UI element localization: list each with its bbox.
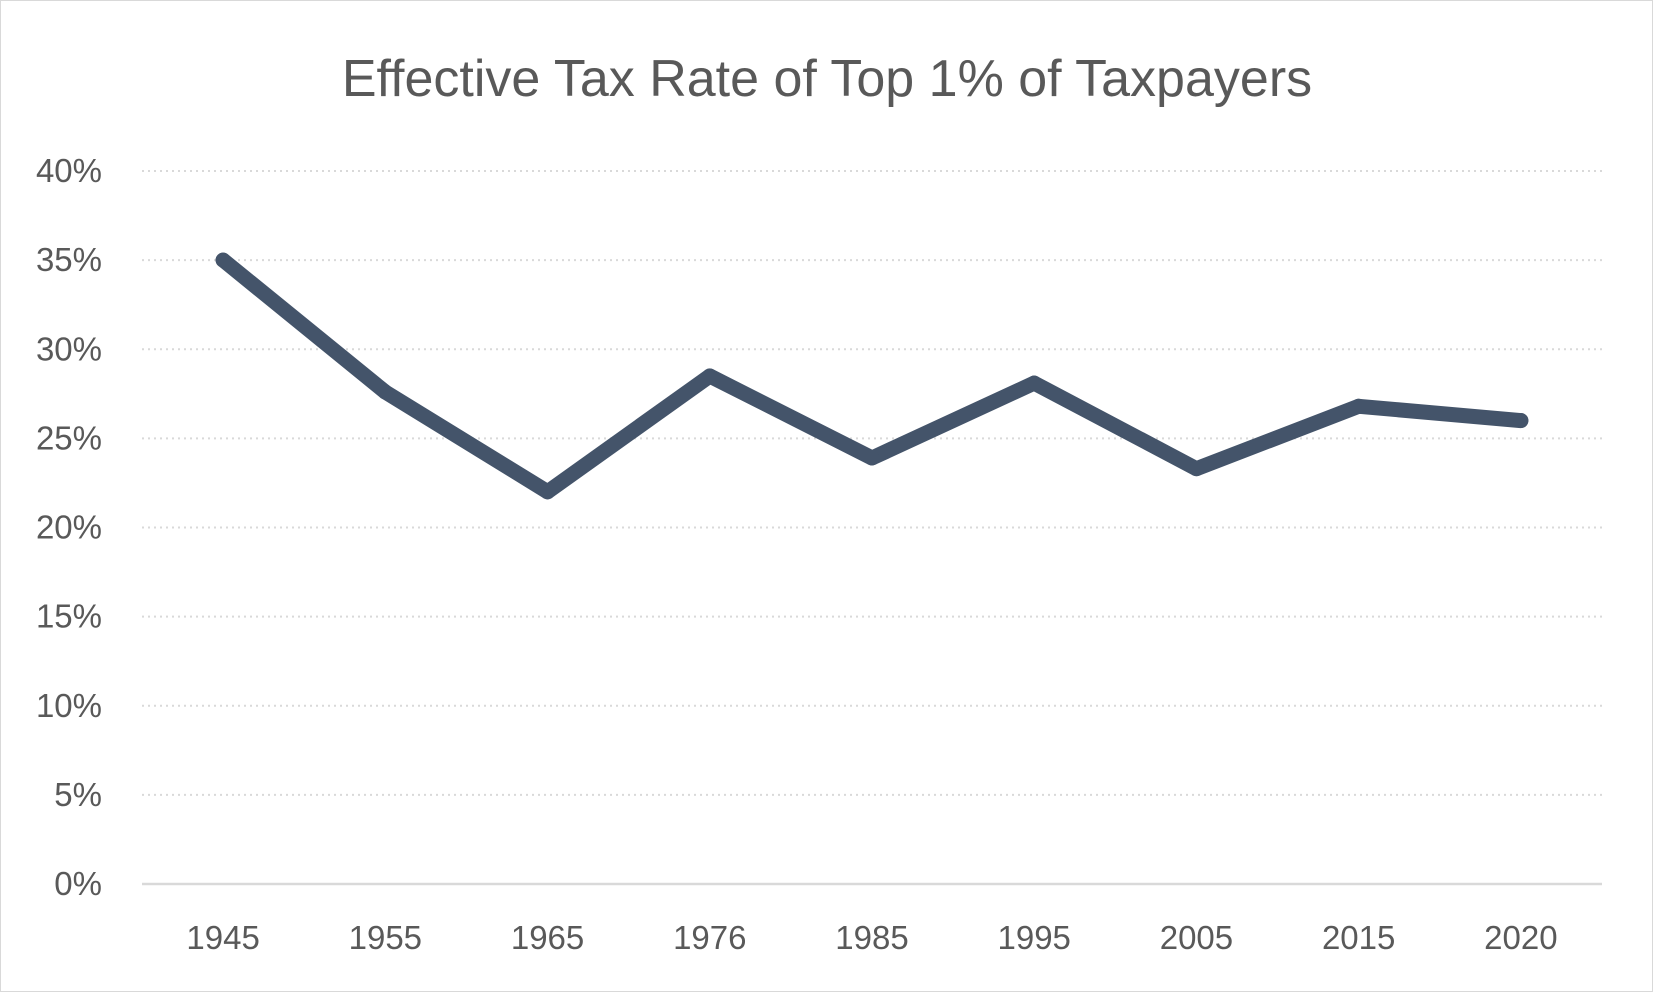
y-tick-label: 20% xyxy=(36,509,102,546)
y-tick-label: 5% xyxy=(54,776,102,813)
y-tick-label: 15% xyxy=(36,598,102,635)
data-point xyxy=(377,384,393,400)
chart-title: Effective Tax Rate of Top 1% of Taxpayer… xyxy=(342,50,1312,108)
x-tick-label: 1995 xyxy=(998,919,1071,956)
data-point xyxy=(1513,413,1529,429)
series-group xyxy=(215,252,1529,500)
x-axis-tick-labels: 1945 1955 1965 1976 1985 1995 2005 2015 2020 xyxy=(186,919,1557,956)
x-tick-label: 2020 xyxy=(1484,919,1557,956)
data-point xyxy=(1188,461,1204,477)
x-tick-label: 1955 xyxy=(349,919,422,956)
data-point xyxy=(702,368,718,384)
x-tick-label: 2005 xyxy=(1160,919,1233,956)
data-point xyxy=(540,484,556,500)
y-axis-tick-labels: 0% 5% 10% 15% 20% 25% 30% 35% 40% xyxy=(36,152,102,902)
data-point xyxy=(1026,375,1042,391)
x-tick-label: 1985 xyxy=(835,919,908,956)
x-tick-label: 1965 xyxy=(511,919,584,956)
data-point xyxy=(215,252,231,268)
y-tick-label: 25% xyxy=(36,419,102,456)
data-point xyxy=(864,450,880,466)
y-tick-label: 0% xyxy=(54,865,102,902)
y-tick-label: 30% xyxy=(36,330,102,367)
x-tick-label: 1945 xyxy=(186,919,259,956)
data-point xyxy=(1351,398,1367,414)
y-tick-label: 40% xyxy=(36,152,102,189)
x-tick-label: 2015 xyxy=(1322,919,1395,956)
y-tick-label: 10% xyxy=(36,687,102,724)
x-tick-label: 1976 xyxy=(673,919,746,956)
y-tick-label: 35% xyxy=(36,241,102,278)
gridlines xyxy=(142,170,1602,796)
